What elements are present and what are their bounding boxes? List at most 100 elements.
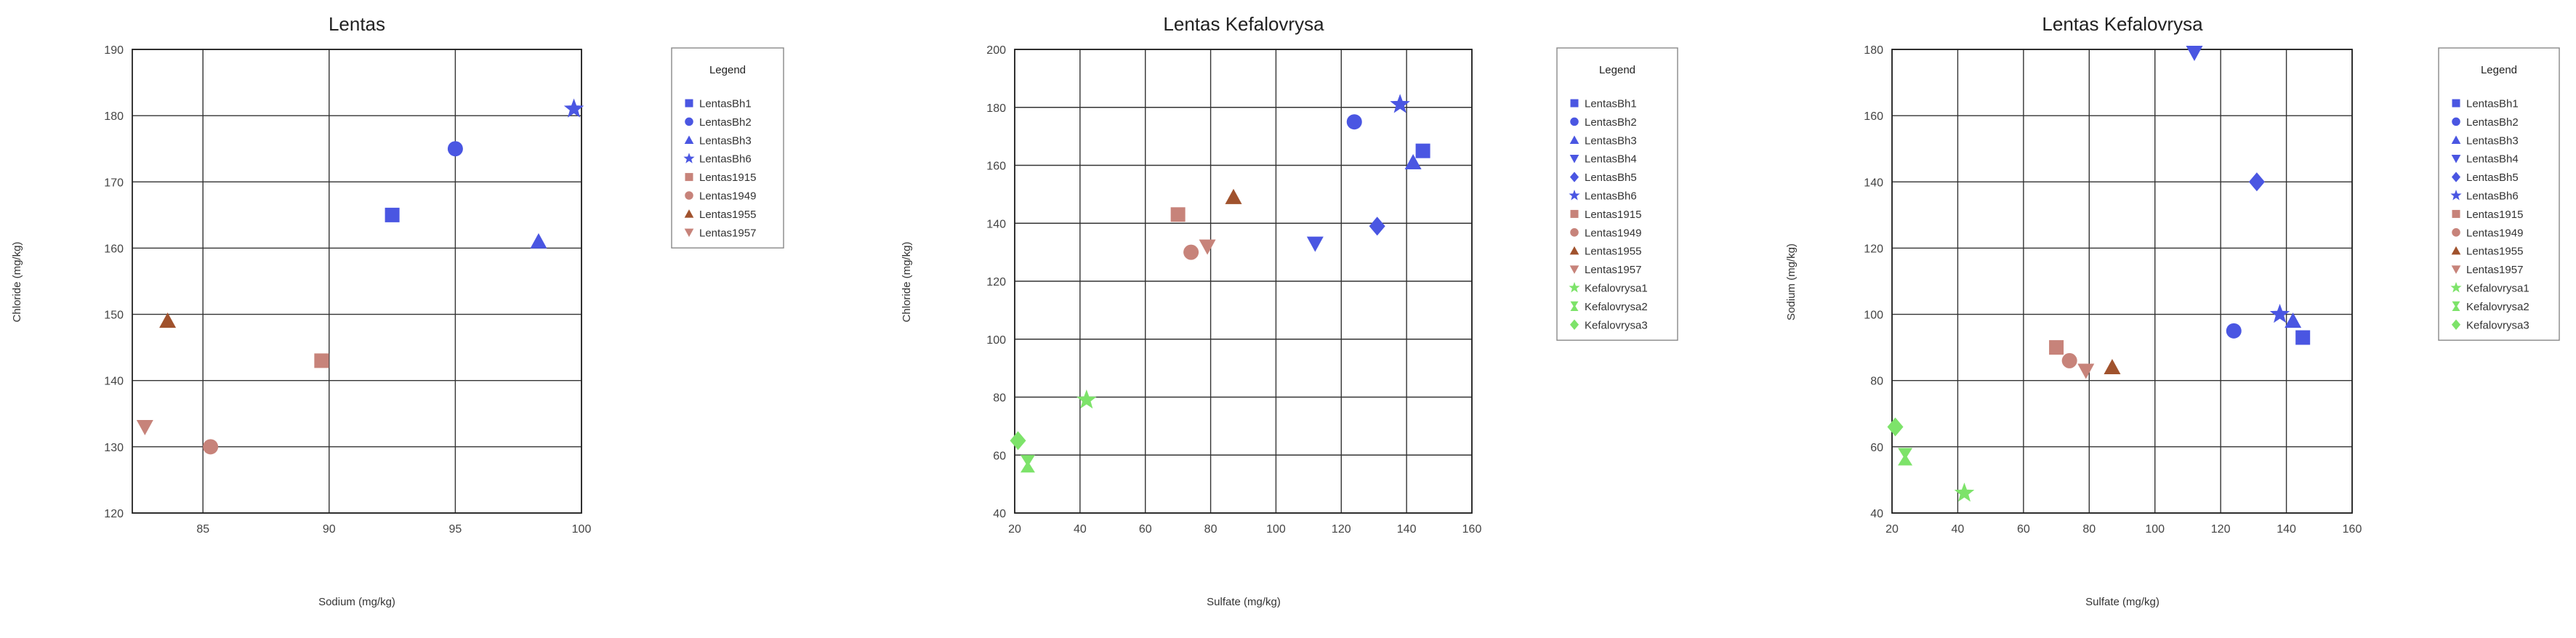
legend: Legend LentasBh1 LentasBh2 LentasBh3 LentasB… xyxy=(671,47,784,249)
data-point-lentasbh4 xyxy=(2186,46,2203,62)
y-tick-label: 100 xyxy=(986,334,1006,347)
legend-entry: Kefalovrysa3 xyxy=(1585,319,1648,331)
data-point-lentasbh6 xyxy=(563,98,584,118)
y-tick-label: 120 xyxy=(1864,243,1883,255)
x-tick-label: 100 xyxy=(1266,523,1286,536)
x-tick-label: 100 xyxy=(2145,523,2165,536)
y-axis-label: Chloride (mg/kg) xyxy=(901,242,913,323)
legend-entry: Kefalovrysa1 xyxy=(1585,283,1648,295)
x-tick-label: 120 xyxy=(2211,523,2231,536)
legend-entry: Lentas1915 xyxy=(2466,209,2523,221)
x-axis-label: Sodium (mg/kg) xyxy=(318,596,395,608)
y-tick-label: 60 xyxy=(993,450,1006,462)
x-tick-label: 120 xyxy=(1332,523,1351,536)
x-axis-label: Sulfate (mg/kg) xyxy=(1207,596,1281,608)
plot-frame xyxy=(1891,49,2353,514)
y-tick-label: 80 xyxy=(993,392,1006,405)
chart-title: Lentas Kefalovrysa xyxy=(2042,13,2203,35)
y-tick-label: 120 xyxy=(986,276,1006,288)
data-point-lentasbh6 xyxy=(2269,304,2290,323)
legend-marker-lentas1949 xyxy=(1570,228,1579,237)
legend-marker-kefalovrysa3 xyxy=(2451,319,2461,330)
legend-marker-kefalovrysa1 xyxy=(2450,282,2462,293)
x-tick-label: 20 xyxy=(1008,523,1021,536)
chart-panel-1: 85 90 95 100 120 130 140 150 160 170 180 190 Lentas S… xyxy=(11,13,784,608)
legend-entry: LentasBh3 xyxy=(699,134,752,147)
x-tick-label: 20 xyxy=(1885,523,1899,536)
legend-marker-lentasbh2 xyxy=(1570,117,1579,126)
legend-entry: Lentas1949 xyxy=(1585,227,1641,239)
legend-entry: Kefalovrysa2 xyxy=(2466,301,2529,313)
data-point-kefalovrysa2 xyxy=(1898,448,1913,466)
legend-title: Legend xyxy=(2481,64,2517,76)
legend-marker-lentasbh4 xyxy=(1569,154,1579,163)
x-tick-label: 40 xyxy=(1952,523,1965,536)
legend-marker-lentas1915 xyxy=(2452,209,2460,218)
legend-marker-kefalovrysa3 xyxy=(1569,319,1579,330)
legend-entry: Kefalovrysa1 xyxy=(2466,283,2529,295)
legend-entry: LentasBh6 xyxy=(2466,190,2519,203)
legend-marker-lentas1949 xyxy=(685,191,693,200)
y-tick-label: 60 xyxy=(1870,442,1883,454)
legend-marker-kefalovrysa2 xyxy=(1570,301,1579,311)
data-point-lentasbh6 xyxy=(1390,94,1410,113)
legend-entry: LentasBh2 xyxy=(699,116,752,129)
y-tick-label: 160 xyxy=(104,243,124,255)
legend-entry: LentasBh1 xyxy=(1585,98,1637,110)
y-tick-label: 140 xyxy=(104,376,124,388)
legend-entry: LentasBh3 xyxy=(2466,134,2519,147)
data-point-kefalovrysa1 xyxy=(1076,389,1097,409)
legend-entry: Lentas1949 xyxy=(699,190,756,203)
x-tick-label: 90 xyxy=(323,523,336,536)
data-point-lentas1949 xyxy=(203,439,219,455)
legend-entry: Kefalovrysa3 xyxy=(2466,319,2529,331)
legend-entry: LentasBh6 xyxy=(699,153,752,166)
legend-marker-lentasbh1 xyxy=(1570,99,1579,108)
y-tick-label: 190 xyxy=(104,44,124,57)
y-tick-label: 120 xyxy=(104,508,124,520)
legend: Legend LentasBh1 LentasBh2 LentasBh3 LentasB… xyxy=(1556,47,1678,341)
x-tick-label: 160 xyxy=(2343,523,2362,536)
data-point-lentas1949 xyxy=(1183,244,1199,260)
chart-panel-3: 20 40 60 80 100 120 140 16040608010012014016018… xyxy=(1785,13,2560,608)
data-point-lentas1955 xyxy=(1225,188,1242,204)
y-tick-label: 40 xyxy=(993,508,1006,520)
y-tick-label: 150 xyxy=(104,310,124,322)
data-point-kefalovrysa3 xyxy=(1887,417,1904,437)
data-point-lentasbh2 xyxy=(447,141,463,157)
legend-entry: LentasBh1 xyxy=(2466,98,2519,110)
legend-marker-lentasbh3 xyxy=(2451,135,2461,145)
legend-entry: Lentas1955 xyxy=(2466,246,2523,258)
legend-entry: LentasBh5 xyxy=(1585,171,1637,184)
legend-entry: Lentas1949 xyxy=(2466,227,2523,239)
data-point-lentas1949 xyxy=(2061,352,2077,368)
legend-entry: Lentas1955 xyxy=(1585,246,1641,258)
y-axis-label: Sodium (mg/kg) xyxy=(1785,243,1798,320)
legend-marker-kefalovrysa2 xyxy=(2452,301,2460,311)
x-tick-label: 80 xyxy=(1204,523,1217,536)
legend-marker-lentasbh4 xyxy=(2451,154,2461,163)
legend-entry: LentasBh3 xyxy=(1585,134,1637,147)
data-point-lentas1957 xyxy=(136,420,153,436)
legend-entry: Kefalovrysa2 xyxy=(1585,301,1648,313)
y-tick-label: 170 xyxy=(104,177,124,189)
data-point-lentasbh2 xyxy=(1346,114,1362,130)
legend-marker-lentas1955 xyxy=(2451,246,2461,255)
y-tick-label: 200 xyxy=(986,44,1006,57)
data-point-lentasbh3 xyxy=(1404,154,1422,170)
y-tick-label: 180 xyxy=(104,110,124,123)
legend-entry: Lentas1957 xyxy=(699,227,756,239)
data-point-kefalovrysa1 xyxy=(1954,482,1975,502)
x-tick-label: 100 xyxy=(572,523,592,536)
legend-entry: Lentas1915 xyxy=(1585,209,1641,221)
data-point-lentasbh1 xyxy=(2295,330,2311,345)
legend-title: Legend xyxy=(1599,64,1635,76)
x-tick-label: 140 xyxy=(2277,523,2296,536)
y-tick-label: 180 xyxy=(1864,44,1883,57)
legend-entry: Lentas1957 xyxy=(1585,264,1641,276)
legend-marker-lentasbh6 xyxy=(683,153,695,163)
y-tick-label: 140 xyxy=(986,218,1006,230)
legend-marker-lentas1949 xyxy=(2452,228,2460,237)
legend-marker-lentasbh3 xyxy=(1569,135,1579,145)
y-tick-label: 160 xyxy=(1864,110,1883,123)
